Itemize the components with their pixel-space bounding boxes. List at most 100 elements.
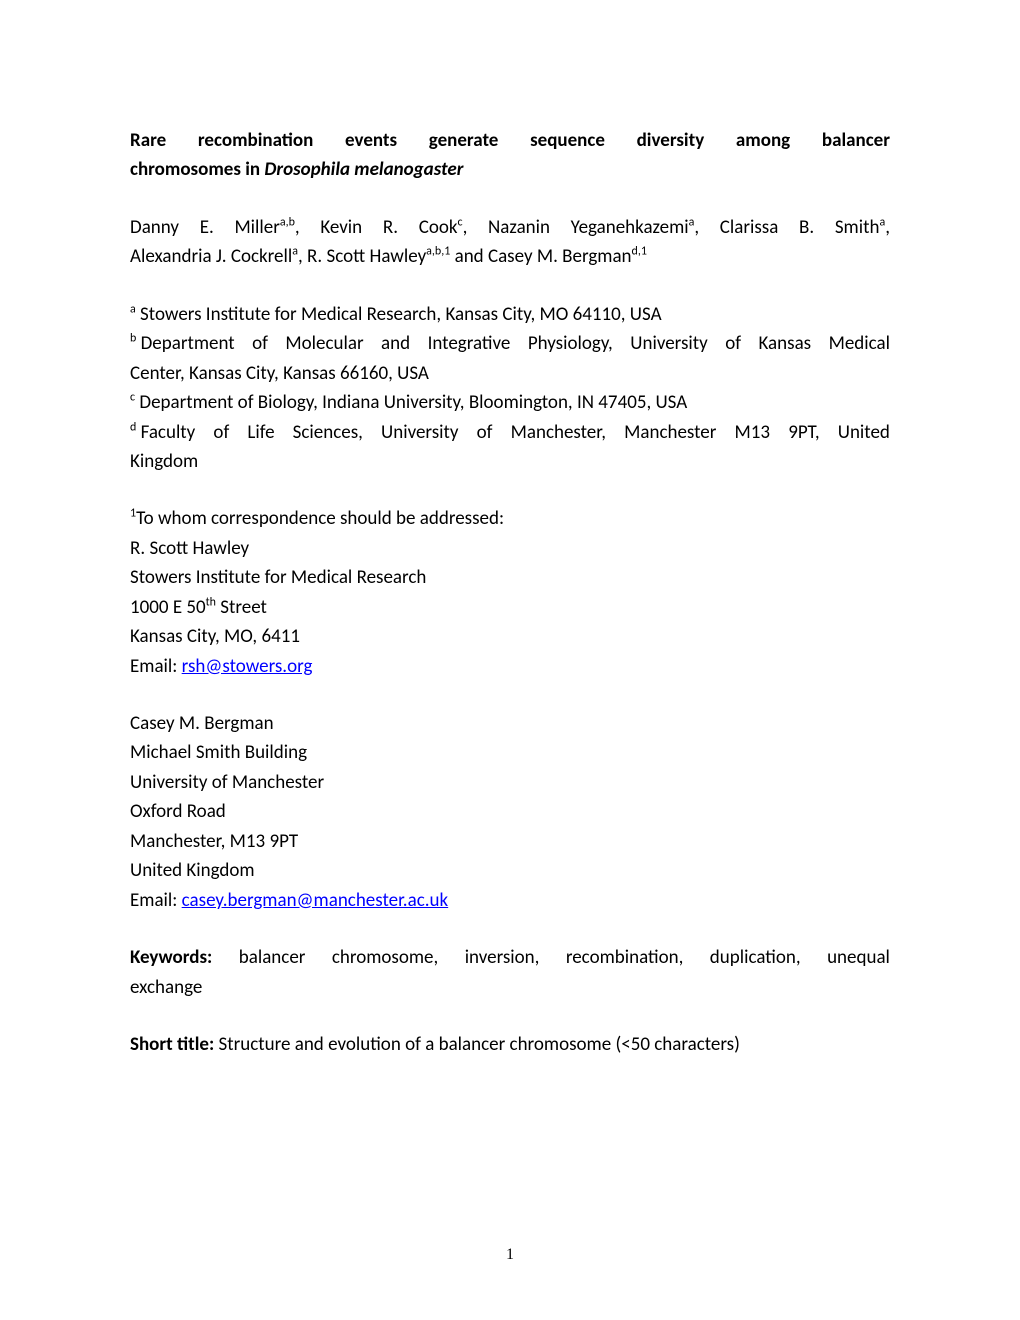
affil-word: University (381, 418, 458, 447)
affil-b-line2: Center, Kansas City, Kansas 66160, USA (130, 359, 890, 388)
author-segment: Clarissa (720, 213, 779, 242)
correspondent-country: United Kingdom (130, 856, 890, 885)
correspondence-block-1: 1To whom correspondence should be addres… (130, 504, 890, 681)
title-line-1: Rare recombination events generate sequence d… (130, 126, 890, 155)
affil-word: University (630, 329, 707, 358)
addr-sup: th (206, 595, 216, 609)
author-segment: Cookc, (419, 213, 468, 242)
affil-word: United (838, 418, 890, 447)
author-name: and Casey M. Bergman (450, 245, 631, 268)
correspondent-email-row: Email: rsh@stowers.org (130, 652, 890, 681)
affil-word: Medical (829, 329, 890, 358)
page-number: 1 (0, 1246, 1020, 1264)
title-species-name: Drosophila melanogaster (264, 158, 463, 181)
title-word: generate (429, 126, 499, 155)
affil-text: Department of Biology, Indiana Universit… (135, 391, 687, 414)
affiliation-a: a Stowers Institute for Medical Research… (130, 300, 890, 329)
affiliation-c: c Department of Biology, Indiana Univers… (130, 388, 890, 417)
affil-word: of (725, 329, 741, 358)
author-segment: Yeganehkazemia, (571, 213, 699, 242)
short-title-label: Short title: (130, 1033, 214, 1056)
author-segment: Kevin (320, 213, 362, 242)
affil-word: and (381, 329, 410, 358)
keyword-word: unequal (827, 943, 890, 972)
correspondent-university: University of Manchester (130, 768, 890, 797)
short-title-text: Structure and evolution of a balancer ch… (214, 1033, 740, 1056)
correspondence-intro-text: To whom correspondence should be address… (136, 507, 504, 530)
author-segment: R. (383, 213, 398, 242)
author-segment: Millera,b, (234, 213, 299, 242)
correspondent-city: Manchester, M13 9PT (130, 827, 890, 856)
affil-b-line1: b Department of Molecular and Integrative Phy… (130, 329, 890, 358)
title-word: balancer (822, 126, 890, 155)
addr-post: Street (216, 596, 267, 619)
correspondent-address: 1000 E 50th Street (130, 593, 890, 622)
author-segment: E. (200, 213, 214, 242)
addr-pre: 1000 E 50 (130, 596, 206, 619)
affil-word: Kansas (759, 329, 812, 358)
affil-word: Sciences, (293, 418, 363, 447)
affil-word: of (477, 418, 493, 447)
title-word: diversity (637, 126, 705, 155)
correspondent-name: Casey M. Bergman (130, 709, 890, 738)
affil-word: of (213, 418, 229, 447)
author-segment: Danny (130, 213, 179, 242)
affil-word: b Department (130, 329, 235, 358)
correspondent-name: R. Scott Hawley (130, 534, 890, 563)
keywords-label: Keywords: (130, 943, 212, 972)
author-segment: B. (799, 213, 814, 242)
correspondent-city: Kansas City, MO, 6411 (130, 622, 890, 651)
author-segment: Smitha, (835, 213, 890, 242)
keyword-word: balancer (239, 943, 306, 972)
correspondence-block-2: Casey M. Bergman Michael Smith Building … (130, 709, 890, 915)
affil-word: Integrative (428, 329, 511, 358)
paper-title: Rare recombination events generate sequence d… (130, 126, 890, 185)
title-word: sequence (530, 126, 605, 155)
affiliation-d: d Faculty of Life Sciences, University of Manc… (130, 418, 890, 477)
keyword-word: duplication, (710, 943, 801, 972)
affil-word: Manchester (624, 418, 716, 447)
keyword-word: recombination, (566, 943, 683, 972)
affiliation-b: b Department of Molecular and Integrative Phy… (130, 329, 890, 388)
correspondent-institution: Stowers Institute for Medical Research (130, 563, 890, 592)
author-list: Danny E. Millera,b, Kevin R. Cookc, Nazanin Yeg… (130, 213, 890, 272)
affil-word: Molecular (285, 329, 363, 358)
correspondent-email-row: Email: casey.bergman@manchester.ac.uk (130, 886, 890, 915)
keywords-block: Keywords: balancer chromosome, inversion, re… (130, 943, 890, 1002)
affil-word: 9PT, (788, 418, 819, 447)
email-label: Email: (130, 889, 182, 912)
title-word: events (345, 126, 397, 155)
email-link[interactable]: casey.bergman@manchester.ac.uk (182, 889, 449, 912)
authors-line-2: Alexandria J. Cockrella, R. Scott Hawley… (130, 242, 890, 271)
affiliations-block: a Stowers Institute for Medical Research… (130, 300, 890, 477)
author-affil-sup: d,1 (632, 245, 647, 259)
author-name: , R. Scott Hawley (298, 245, 426, 268)
affil-text: Stowers Institute for Medical Research, … (136, 303, 662, 326)
correspondence-intro: 1To whom correspondence should be addres… (130, 504, 890, 533)
affil-d-line1: d Faculty of Life Sciences, University of Manc… (130, 418, 890, 447)
short-title-block: Short title: Structure and evolution of … (130, 1030, 890, 1059)
title-word: among (736, 126, 790, 155)
title-word: Rare (130, 126, 166, 155)
title-line2-prefix: chromosomes in (130, 158, 264, 181)
correspondent-building: Michael Smith Building (130, 738, 890, 767)
keywords-line-2: exchange (130, 973, 890, 1002)
affil-word: Manchester, (511, 418, 606, 447)
title-word: recombination (198, 126, 313, 155)
keyword-word: inversion, (465, 943, 540, 972)
affil-word: M13 (735, 418, 771, 447)
affil-word: Physiology, (528, 329, 613, 358)
affil-d-line2: Kingdom (130, 447, 890, 476)
author-name: Alexandria J. Cockrell (130, 245, 292, 268)
affil-word: Life (247, 418, 274, 447)
correspondent-road: Oxford Road (130, 797, 890, 826)
keyword-word: chromosome, (332, 943, 438, 972)
affil-word: d Faculty (130, 418, 195, 447)
email-label: Email: (130, 655, 182, 678)
authors-line-1: Danny E. Millera,b, Kevin R. Cookc, Nazanin Yeg… (130, 213, 890, 242)
author-affil-sup: a,b,1 (426, 245, 450, 259)
keywords-line-1: Keywords: balancer chromosome, inversion, re… (130, 943, 890, 972)
author-segment: Nazanin (488, 213, 550, 242)
email-link[interactable]: rsh@stowers.org (182, 655, 313, 678)
affil-word: of (252, 329, 268, 358)
